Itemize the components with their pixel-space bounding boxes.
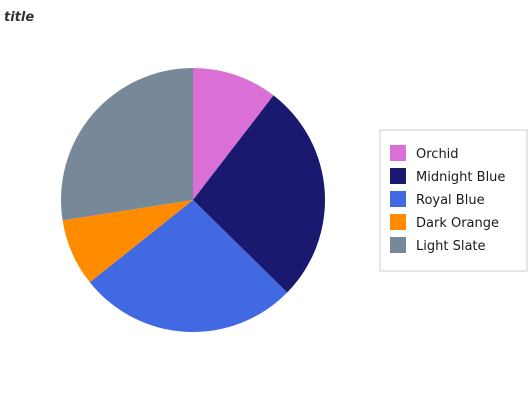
pie-slices: [61, 68, 326, 332]
legend: Orchid Midnight Blue Royal Blue Dark Orange…: [379, 129, 528, 272]
legend-label-midnight-blue: Midnight Blue: [416, 170, 505, 185]
legend-swatch-orchid: [390, 145, 406, 161]
legend-swatch-midnight-blue: [390, 168, 406, 184]
chart-title: title: [4, 10, 34, 25]
legend-swatch-dark-orange: [390, 214, 406, 230]
legend-label-royal-blue: Royal Blue: [416, 193, 485, 208]
pie-slice-dark-orange: [62, 200, 194, 283]
pie-slice-orchid: [193, 68, 274, 200]
legend-swatch-royal-blue: [390, 191, 406, 207]
legend-label-light-slate: Light Slate: [416, 239, 486, 254]
pie-slice-midnight-blue: [193, 95, 326, 293]
legend-swatch-light-slate: [390, 237, 406, 253]
pie-slice-royal-blue: [89, 200, 288, 332]
pie-slice-light-slate: [61, 68, 193, 221]
legend-label-dark-orange: Dark Orange: [416, 216, 499, 231]
legend-label-orchid: Orchid: [416, 147, 459, 162]
